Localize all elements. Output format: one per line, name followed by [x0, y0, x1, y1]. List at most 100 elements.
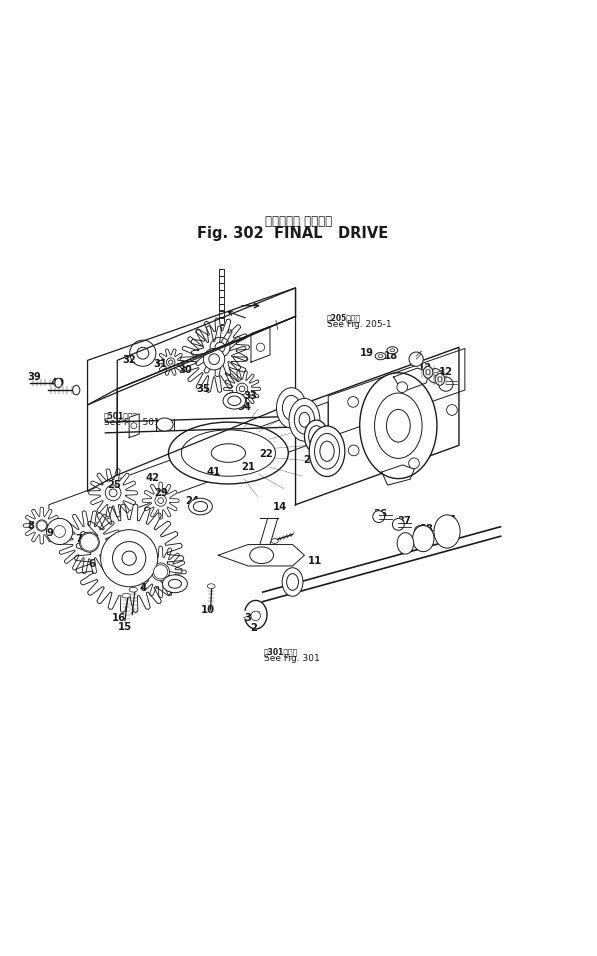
Text: ファイナル ドライブ: ファイナル ドライブ — [265, 215, 332, 228]
Circle shape — [210, 337, 230, 358]
Text: 22: 22 — [259, 449, 273, 459]
Polygon shape — [251, 326, 270, 362]
Ellipse shape — [250, 547, 273, 564]
Polygon shape — [191, 317, 250, 377]
Text: 42: 42 — [146, 473, 160, 483]
Text: 24: 24 — [186, 495, 200, 506]
Polygon shape — [142, 482, 179, 519]
Circle shape — [122, 551, 136, 565]
Text: 14: 14 — [272, 502, 287, 511]
Ellipse shape — [294, 405, 315, 434]
Ellipse shape — [282, 396, 300, 421]
Ellipse shape — [129, 587, 137, 592]
Ellipse shape — [438, 377, 442, 382]
Text: 34: 34 — [237, 402, 251, 412]
Circle shape — [397, 381, 408, 393]
Circle shape — [109, 489, 117, 497]
Ellipse shape — [156, 418, 173, 431]
Text: 9: 9 — [47, 528, 54, 537]
Ellipse shape — [435, 374, 445, 385]
Circle shape — [409, 352, 423, 366]
Ellipse shape — [304, 420, 328, 453]
Text: 12: 12 — [439, 367, 453, 378]
Text: 26: 26 — [297, 414, 312, 424]
Ellipse shape — [193, 502, 208, 511]
Ellipse shape — [181, 430, 275, 476]
Polygon shape — [88, 389, 117, 491]
Polygon shape — [117, 288, 296, 389]
Circle shape — [106, 535, 152, 581]
Text: 1: 1 — [450, 514, 457, 525]
Circle shape — [54, 526, 66, 537]
Text: 20: 20 — [303, 455, 317, 466]
Circle shape — [36, 520, 48, 532]
Circle shape — [239, 386, 245, 392]
Circle shape — [439, 377, 453, 391]
Polygon shape — [393, 368, 429, 392]
Circle shape — [112, 542, 146, 575]
Polygon shape — [23, 507, 60, 544]
Text: 15: 15 — [118, 621, 132, 632]
Ellipse shape — [426, 370, 430, 375]
Ellipse shape — [378, 355, 383, 358]
Circle shape — [251, 611, 260, 620]
Circle shape — [392, 518, 404, 531]
Circle shape — [167, 358, 175, 366]
Ellipse shape — [413, 526, 434, 552]
Text: 19: 19 — [360, 348, 374, 358]
Text: 29: 29 — [154, 488, 168, 498]
Text: 28: 28 — [285, 397, 300, 407]
Ellipse shape — [299, 412, 310, 427]
Polygon shape — [88, 288, 296, 405]
Ellipse shape — [282, 568, 303, 597]
Ellipse shape — [289, 399, 320, 441]
Text: 31: 31 — [153, 358, 168, 369]
Ellipse shape — [360, 373, 437, 479]
Ellipse shape — [387, 347, 398, 354]
Circle shape — [79, 532, 99, 553]
Text: 39: 39 — [27, 372, 41, 382]
Circle shape — [428, 369, 442, 383]
Circle shape — [130, 340, 156, 366]
Ellipse shape — [223, 392, 245, 409]
Circle shape — [137, 347, 149, 359]
Ellipse shape — [375, 353, 386, 359]
Ellipse shape — [309, 425, 324, 447]
Circle shape — [409, 458, 419, 468]
Text: 図301図参照: 図301図参照 — [264, 647, 298, 656]
Circle shape — [156, 568, 165, 576]
Text: 18: 18 — [383, 351, 398, 361]
Ellipse shape — [320, 441, 334, 462]
Ellipse shape — [374, 393, 422, 458]
Text: 8: 8 — [27, 520, 35, 531]
Ellipse shape — [211, 444, 245, 463]
Circle shape — [215, 342, 225, 352]
Circle shape — [373, 511, 384, 523]
Polygon shape — [75, 504, 184, 613]
Ellipse shape — [162, 575, 187, 593]
Ellipse shape — [397, 532, 414, 554]
Text: 21: 21 — [241, 463, 255, 472]
Text: 38: 38 — [419, 524, 433, 533]
Circle shape — [348, 397, 358, 407]
Circle shape — [105, 485, 121, 501]
Circle shape — [204, 348, 225, 370]
Circle shape — [84, 537, 94, 547]
Text: 図205図参照: 図205図参照 — [327, 313, 361, 322]
Ellipse shape — [55, 379, 62, 388]
Text: See Fig. 301: See Fig. 301 — [264, 654, 320, 663]
Text: 17: 17 — [261, 552, 275, 561]
Polygon shape — [219, 545, 304, 566]
Text: 25: 25 — [107, 480, 121, 490]
Polygon shape — [88, 468, 138, 517]
Polygon shape — [117, 316, 296, 475]
Text: See Fig. 205-1: See Fig. 205-1 — [327, 319, 392, 329]
Ellipse shape — [434, 515, 460, 548]
Ellipse shape — [315, 433, 340, 469]
Text: 5: 5 — [127, 573, 134, 583]
Circle shape — [47, 518, 73, 545]
Ellipse shape — [228, 396, 241, 405]
Text: 35: 35 — [196, 384, 210, 394]
Ellipse shape — [122, 594, 130, 598]
Circle shape — [236, 383, 248, 395]
